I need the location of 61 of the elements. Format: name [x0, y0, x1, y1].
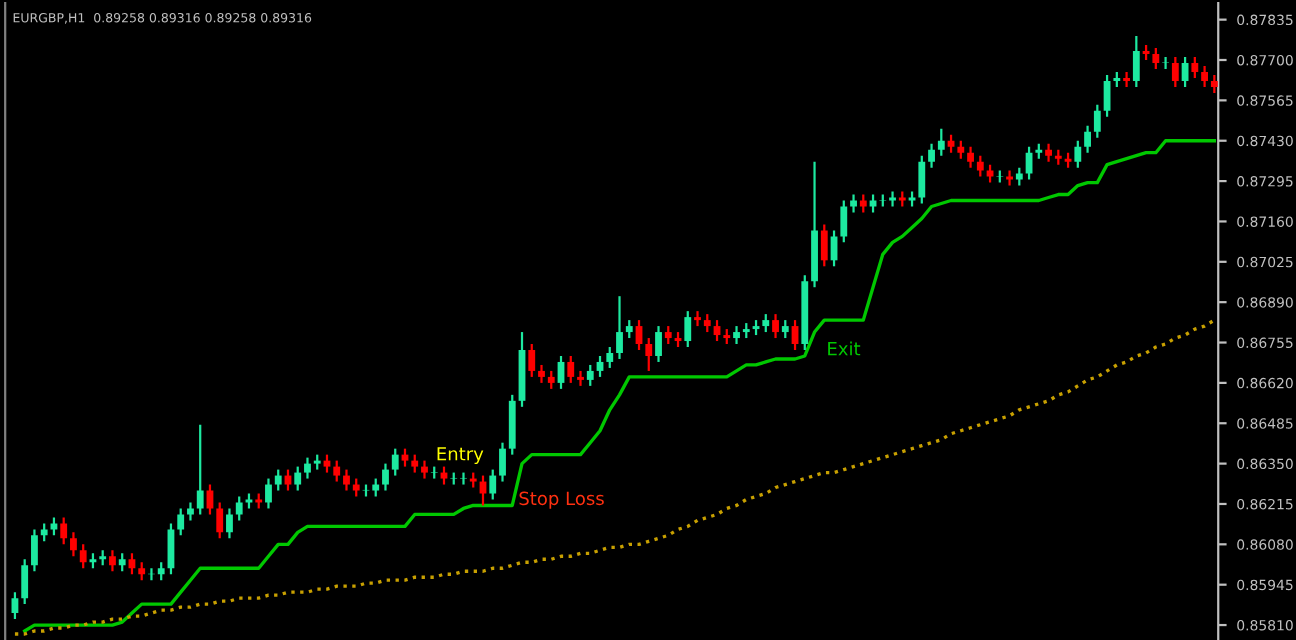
candlestick — [265, 477, 272, 510]
candlestick — [645, 336, 653, 373]
candlestick — [79, 543, 87, 570]
candlestick — [733, 324, 740, 346]
candlestick — [196, 423, 204, 516]
candlestick — [528, 342, 536, 379]
candlestick — [606, 345, 614, 370]
candlestick — [840, 199, 848, 244]
candlestick — [60, 516, 68, 546]
candlestick — [538, 363, 545, 384]
candlestick — [1084, 124, 1091, 154]
candlestick — [343, 468, 350, 492]
candlestick — [976, 154, 984, 178]
candlestick — [655, 324, 662, 364]
candlestick — [226, 507, 233, 540]
candlestick — [21, 558, 29, 606]
candlestick — [333, 459, 341, 483]
candlestick — [1006, 169, 1013, 187]
candlestick — [391, 447, 399, 477]
candlestick — [928, 142, 935, 169]
candlestick — [31, 528, 38, 573]
candlestick — [1162, 55, 1169, 71]
annotation: Entry — [437, 447, 484, 465]
candlestick — [1093, 103, 1101, 139]
candlestick — [294, 465, 302, 492]
candlestick — [1132, 34, 1140, 89]
candlestick — [1201, 64, 1208, 89]
candlestick — [586, 363, 594, 387]
candlestick — [70, 531, 77, 558]
candlestick — [1045, 142, 1052, 163]
candlestick — [937, 127, 945, 157]
candlestick — [187, 501, 194, 522]
line-series — [23, 139, 1217, 633]
candlestick — [1171, 55, 1179, 89]
annotation: Stop Loss — [519, 491, 604, 509]
candlestick — [177, 507, 185, 537]
candlestick — [577, 369, 584, 387]
candlestick — [967, 145, 974, 169]
candlestick — [918, 154, 926, 205]
candlestick — [772, 313, 779, 340]
candlestick — [1152, 46, 1160, 71]
candlestick — [499, 441, 506, 483]
candlestick — [382, 462, 389, 492]
candlestick — [1074, 139, 1082, 169]
candlestick — [304, 456, 311, 480]
candlestick — [216, 501, 224, 540]
candlestick — [616, 295, 623, 361]
candlestick — [508, 393, 516, 456]
candlestick — [109, 549, 116, 573]
candlestick — [274, 468, 282, 492]
candlestick — [1191, 55, 1199, 80]
candlestick — [235, 495, 243, 522]
candlestick — [694, 310, 701, 328]
candlestick — [1123, 70, 1130, 89]
annotation: Exit — [828, 341, 861, 356]
candlestick — [567, 354, 575, 384]
candlestick — [684, 310, 692, 349]
candlestick — [820, 223, 828, 268]
line-series — [13, 318, 1217, 636]
candlestick — [489, 468, 497, 501]
candlestick — [421, 459, 428, 480]
